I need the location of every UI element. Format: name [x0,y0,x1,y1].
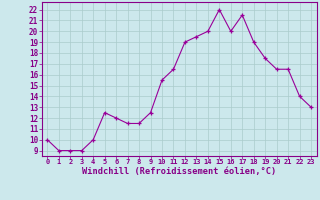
X-axis label: Windchill (Refroidissement éolien,°C): Windchill (Refroidissement éolien,°C) [82,167,276,176]
